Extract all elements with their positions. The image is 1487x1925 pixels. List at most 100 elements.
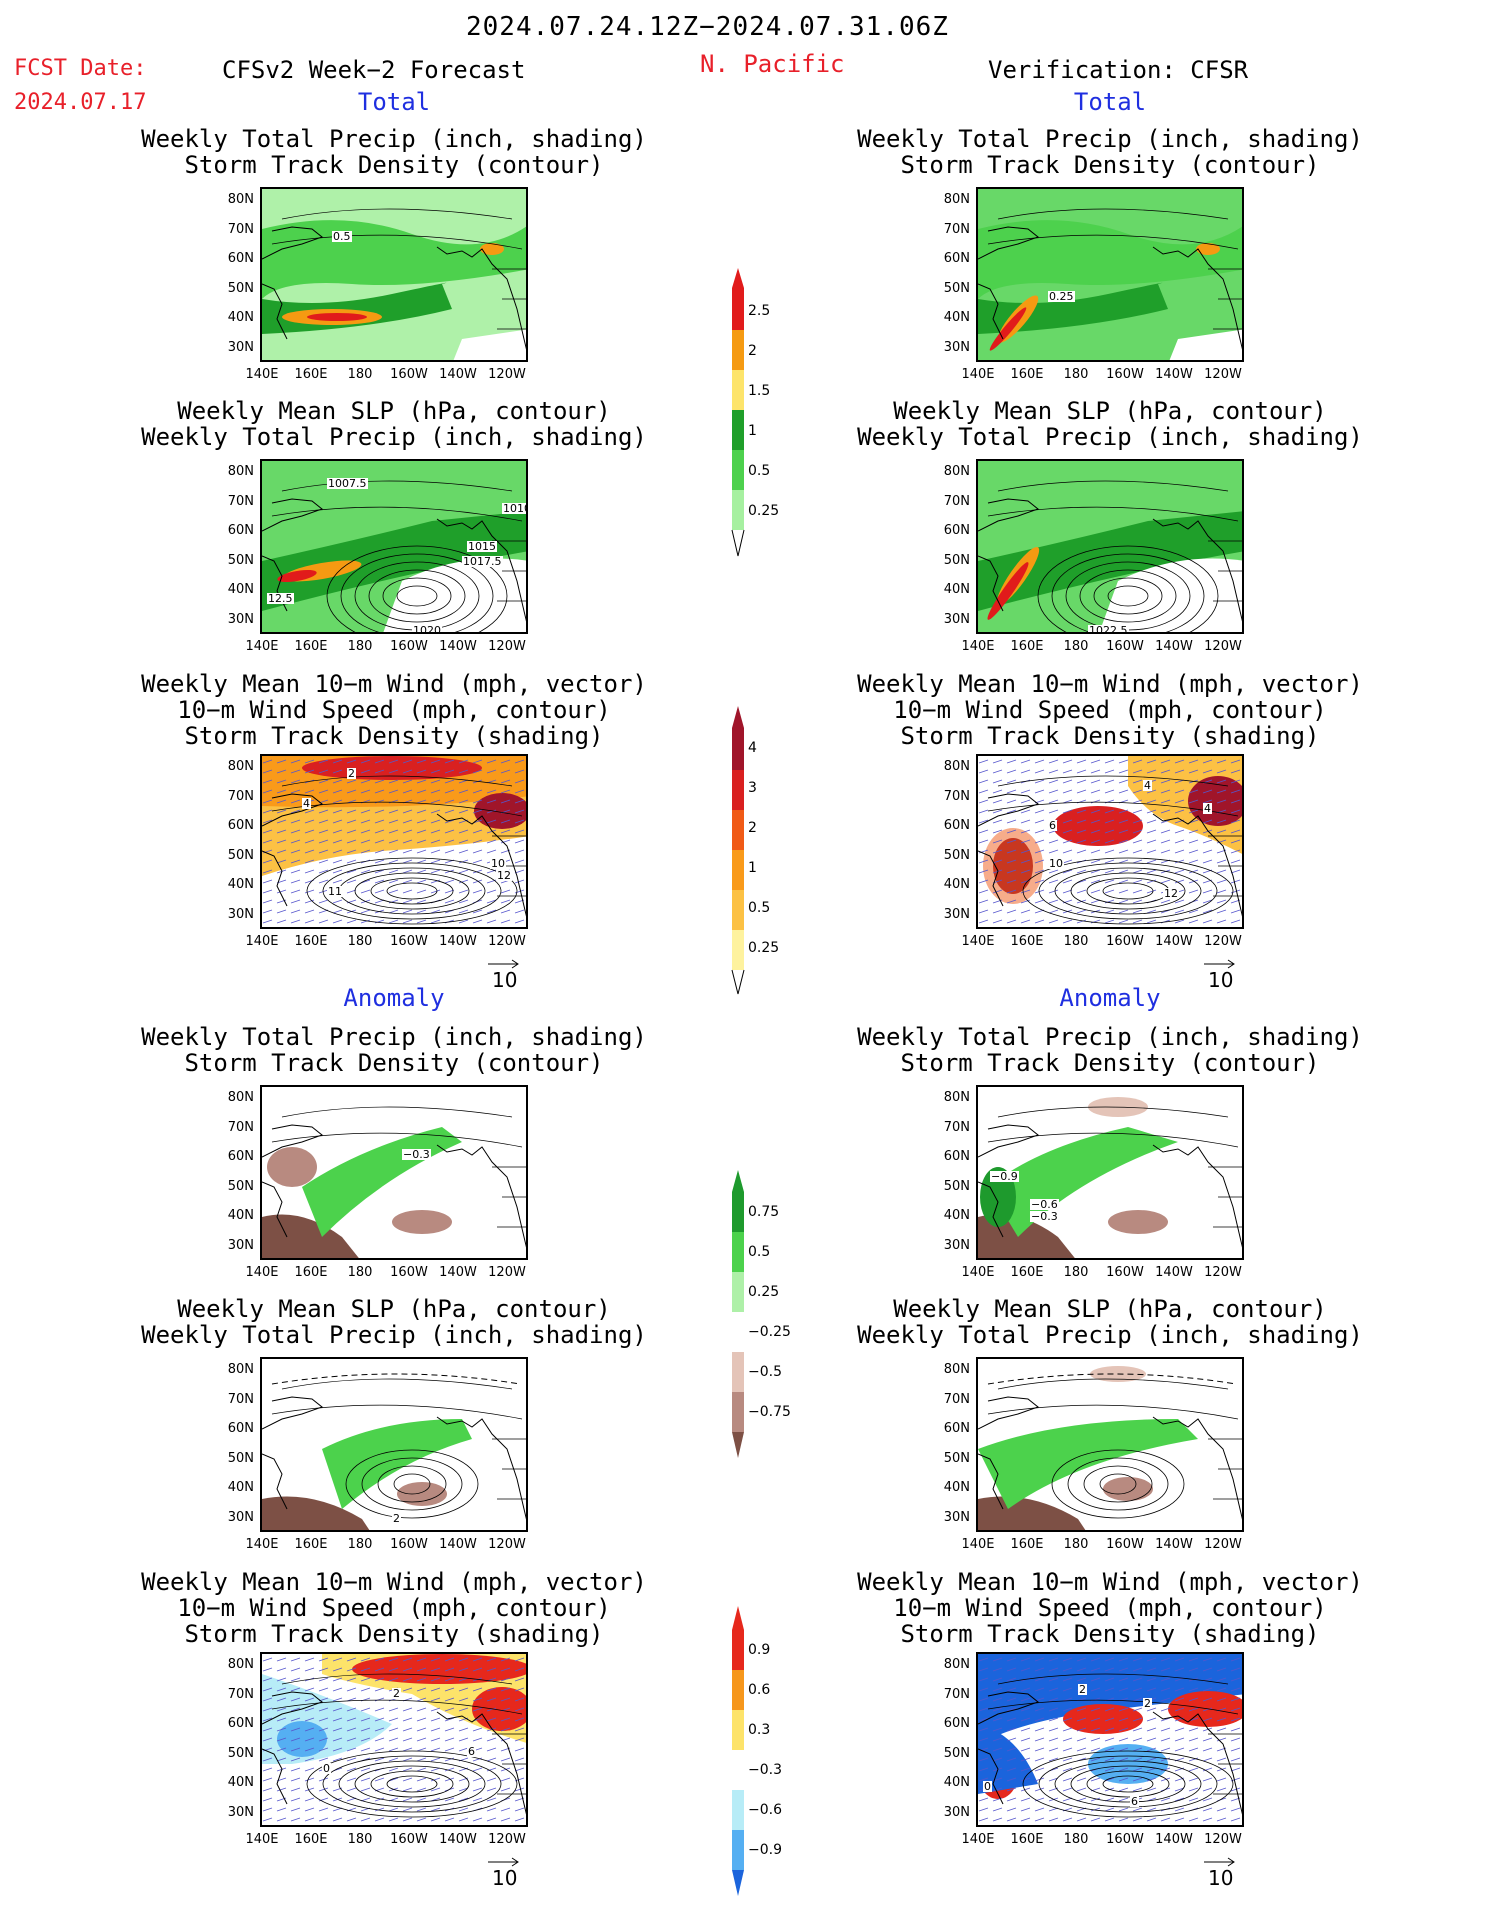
lat-tick-label: 40N (943, 877, 970, 892)
cb2-label-2: 2 (748, 820, 757, 836)
lat-tick-label: 30N (227, 1509, 254, 1525)
panel-title: Weekly Mean 10−m Wind (mph, vector) 10−m … (857, 671, 1363, 749)
lon-tick-label: 180 (1063, 1265, 1089, 1280)
lat-tick-label: 70N (227, 1686, 254, 1702)
contour-label: 6 (467, 1745, 476, 1758)
lon-tick-label: 160W (390, 934, 428, 949)
lat-tick-label: 40N (227, 877, 254, 892)
contour-label: −0.9 (990, 1170, 1019, 1183)
contour-label: 2 (1078, 1683, 1087, 1696)
lon-tick-label: 140W (439, 639, 477, 654)
colorbar-precip-anomaly (720, 1170, 800, 1460)
panel-title-line: Storm Track Density (contour) (900, 151, 1320, 179)
lon-tick-label: 180 (347, 1537, 373, 1552)
cb4-label-3: −0.3 (748, 1762, 782, 1778)
lon-tick-label: 140E (961, 1832, 995, 1847)
cb1-label-4: 0.5 (748, 463, 771, 479)
lat-tick-label: 50N (227, 1178, 254, 1194)
contour-label: 12.5 (267, 592, 294, 605)
cb4-label-4: −0.6 (748, 1802, 782, 1818)
lon-tick-label: 120W (1204, 1832, 1242, 1847)
lon-tick-label: 140E (245, 367, 279, 382)
lon-tick-label: 160W (390, 639, 428, 654)
cb4-label-0: 0.9 (748, 1642, 771, 1658)
contour-label: 6 (1048, 819, 1057, 832)
panel-title-line: Storm Track Density (contour) (184, 1049, 604, 1077)
lon-tick-label: 140W (1155, 1537, 1193, 1552)
lon-tick-label: 140E (961, 367, 995, 382)
lat-tick-label: 40N (943, 1480, 970, 1495)
lat-tick-label: 40N (227, 1480, 254, 1495)
lon-tick-label: 180 (347, 367, 373, 382)
vector-reference-value: 10 (492, 1866, 518, 1890)
lon-tick-label: 160W (1106, 1832, 1144, 1847)
lat-tick-label: 30N (227, 906, 254, 922)
panel-title-line: Weekly Mean SLP (hPa, contour) (177, 397, 611, 425)
map-field (978, 756, 1242, 927)
cb2-label-4: 0.5 (748, 900, 771, 916)
lon-tick-label: 160W (390, 367, 428, 382)
fcst-date-label: FCST Date: (14, 56, 147, 81)
lat-tick-label: 30N (943, 611, 970, 627)
lat-tick-label: 30N (227, 611, 254, 627)
lon-tick-label: 140E (245, 1265, 279, 1280)
lon-tick-label: 140W (439, 1537, 477, 1552)
lon-tick-label: 160E (1010, 934, 1044, 949)
contour-label: 2 (392, 1687, 401, 1700)
contour-label: 2 (1143, 1697, 1152, 1710)
panel-title-line: Weekly Mean 10−m Wind (mph, vector) (857, 670, 1363, 698)
lat-tick-label: 40N (227, 582, 254, 597)
lat-tick-label: 60N (227, 818, 254, 833)
lon-tick-label: 160E (1010, 1832, 1044, 1847)
panel-title-line: Storm Track Density (shading) (184, 1620, 604, 1648)
contour-label: 12 (1163, 887, 1179, 900)
lat-tick-label: 60N (943, 1421, 970, 1436)
colorbar-storm-anomaly (720, 1606, 800, 1896)
lat-tick-label: 40N (227, 1775, 254, 1790)
panel-title-line: Weekly Mean 10−m Wind (mph, vector) (857, 1568, 1363, 1596)
cb3-label-3: −0.25 (748, 1324, 791, 1340)
panel-title-line: Weekly Total Precip (inch, shading) (857, 423, 1363, 451)
lat-tick-label: 50N (943, 847, 970, 863)
cb3-label-2: 0.25 (748, 1284, 780, 1300)
vector-reference-value: 10 (1208, 1866, 1234, 1890)
lon-tick-label: 120W (488, 1537, 526, 1552)
lat-tick-label: 80N (943, 759, 970, 774)
lat-tick-label: 70N (227, 493, 254, 509)
lon-tick-label: 140E (245, 1537, 279, 1552)
contour-label: 6 (1130, 1795, 1139, 1808)
contour-label: 0.5 (332, 230, 352, 243)
cb1-label-5: 0.25 (748, 503, 780, 519)
cb2-label-0: 4 (748, 740, 757, 756)
panel-title-line: Weekly Mean 10−m Wind (mph, vector) (141, 1568, 647, 1596)
map-panel: 0.5 (260, 187, 528, 362)
panel-title-line: Weekly Total Precip (inch, shading) (141, 1321, 647, 1349)
lat-tick-label: 60N (943, 251, 970, 266)
lat-tick-label: 80N (227, 759, 254, 774)
lon-tick-label: 160E (294, 367, 328, 382)
lat-tick-label: 30N (943, 1804, 970, 1820)
lat-tick-label: 70N (943, 1119, 970, 1135)
panel-title: Weekly Mean SLP (hPa, contour) Weekly Tot… (857, 1296, 1363, 1348)
lon-tick-label: 160W (390, 1537, 428, 1552)
map-panel: 2 (260, 1357, 528, 1532)
lon-tick-label: 180 (1063, 367, 1089, 382)
lon-tick-label: 160E (294, 1537, 328, 1552)
lat-tick-label: 70N (943, 493, 970, 509)
map-field (262, 189, 526, 360)
lat-tick-label: 80N (943, 464, 970, 479)
lon-tick-label: 140E (245, 1832, 279, 1847)
cb4-label-1: 0.6 (748, 1682, 771, 1698)
lat-tick-label: 60N (227, 1421, 254, 1436)
lon-tick-label: 160E (294, 639, 328, 654)
colorbar-storm-total (720, 706, 800, 996)
panel-title: Weekly Mean SLP (hPa, contour) Weekly Tot… (141, 398, 647, 450)
lon-tick-label: 160E (294, 934, 328, 949)
lat-tick-label: 70N (943, 1686, 970, 1702)
lat-tick-label: 30N (943, 339, 970, 355)
lat-tick-label: 70N (227, 1119, 254, 1135)
lat-tick-label: 70N (943, 788, 970, 804)
lon-tick-label: 160E (294, 1832, 328, 1847)
lon-tick-label: 180 (347, 1265, 373, 1280)
lon-tick-label: 160E (1010, 367, 1044, 382)
